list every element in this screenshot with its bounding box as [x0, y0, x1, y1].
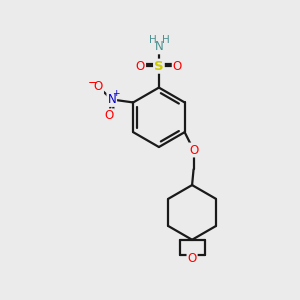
- Text: O: O: [94, 80, 103, 94]
- Text: S: S: [154, 60, 164, 73]
- Text: O: O: [104, 109, 113, 122]
- Text: N: N: [154, 40, 163, 53]
- Text: H: H: [148, 35, 156, 45]
- Text: O: O: [173, 60, 182, 73]
- Text: O: O: [136, 60, 145, 73]
- Text: −: −: [88, 76, 98, 89]
- Text: +: +: [112, 89, 120, 98]
- Text: O: O: [188, 252, 197, 265]
- Text: H: H: [162, 35, 169, 45]
- Text: N: N: [107, 93, 116, 106]
- Text: O: O: [189, 143, 198, 157]
